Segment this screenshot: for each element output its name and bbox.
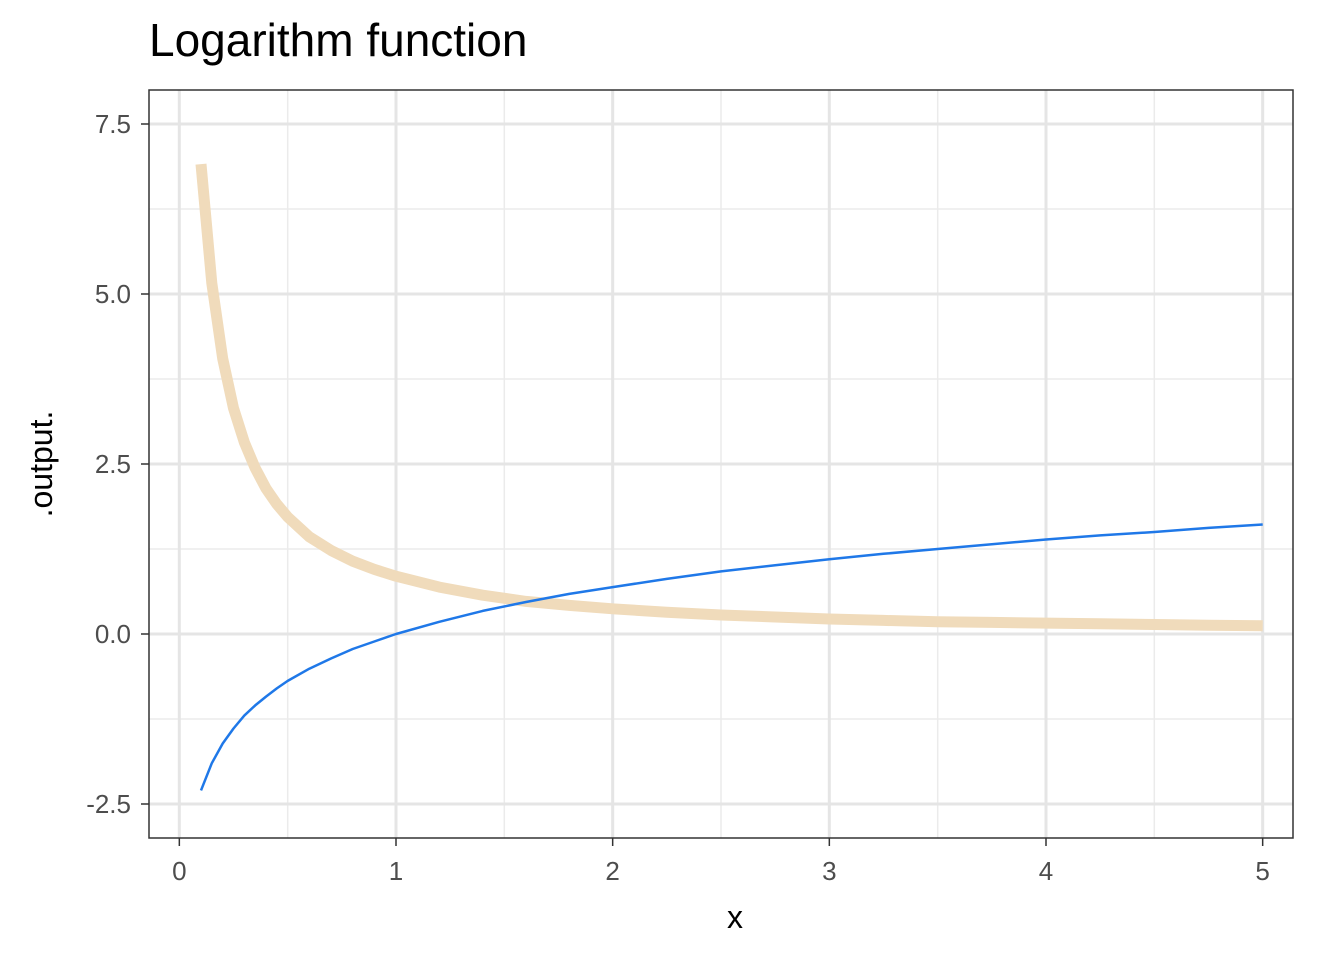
y-tick-label: 2.5 (95, 449, 131, 479)
log-series-line (199, 523, 1263, 791)
y-tick-label: 7.5 (95, 109, 131, 139)
x-tick-label: 2 (605, 856, 619, 886)
x-tick-label: 3 (822, 856, 836, 886)
chart-title: Logarithm function (149, 14, 527, 66)
y-tick-label: -2.5 (86, 789, 131, 819)
series-layer (195, 163, 1263, 791)
x-axis-title: x (727, 899, 743, 935)
x-tick-label: 0 (172, 856, 186, 886)
y-tick-label: 0.0 (95, 619, 131, 649)
y-axis-title: .output. (23, 411, 59, 518)
x-tick-label: 1 (389, 856, 403, 886)
x-tick-label: 4 (1039, 856, 1053, 886)
x-axis: 0 1 2 3 4 5 (172, 838, 1270, 886)
major-gridlines (149, 90, 1293, 838)
reciprocal-series-line (195, 163, 1263, 632)
x-tick-label: 5 (1255, 856, 1269, 886)
y-axis: -2.5 0.0 2.5 5.0 7.5 (86, 109, 149, 819)
y-tick-label: 5.0 (95, 279, 131, 309)
